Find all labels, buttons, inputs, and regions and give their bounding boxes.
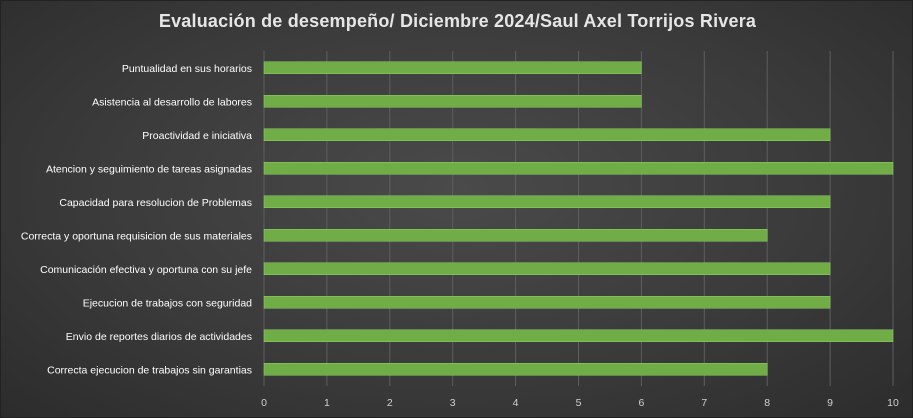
x-tick-label: 6 (638, 397, 644, 409)
category-label: Correcta y oportuna requisicion de sus m… (21, 230, 252, 242)
x-tick-label: 9 (827, 397, 833, 409)
bar (263, 329, 894, 342)
x-tick-label: 8 (764, 397, 770, 409)
bar (263, 296, 831, 309)
bar (263, 262, 831, 275)
category-label: Ejecucion de trabajos con seguridad (83, 297, 252, 309)
category-label: Correcta ejecucion de trabajos sin garan… (47, 364, 252, 376)
category-label: Comunicación efectiva y oportuna con su … (40, 264, 252, 276)
x-tick-label: 1 (324, 397, 330, 409)
x-tick-label: 4 (513, 397, 519, 409)
category-label: Asistencia al desarrollo de labores (92, 96, 252, 108)
chart-title: Evaluación de desempeño/ Diciembre 2024/… (158, 11, 757, 31)
x-tick-label: 10 (887, 397, 899, 409)
category-label: Envio de reportes diarios de actividades (66, 331, 252, 343)
category-label: Puntualidad en sus horarios (122, 63, 252, 75)
x-tick-label: 3 (450, 397, 456, 409)
category-label: Proactividad e iniciativa (142, 130, 252, 142)
bar (263, 95, 642, 108)
bar (263, 229, 768, 242)
bar (263, 128, 831, 141)
bar (263, 162, 894, 175)
x-tick-label: 5 (576, 397, 582, 409)
bar (263, 61, 642, 74)
bar (263, 195, 831, 208)
x-tick-label: 0 (261, 397, 267, 409)
category-label: Atencion y seguimiento de tareas asignad… (46, 163, 252, 175)
bar (263, 363, 768, 376)
x-tick-label: 7 (701, 397, 707, 409)
x-tick-label: 2 (387, 397, 393, 409)
category-label: Capacidad para resolucion de Problemas (59, 197, 252, 209)
